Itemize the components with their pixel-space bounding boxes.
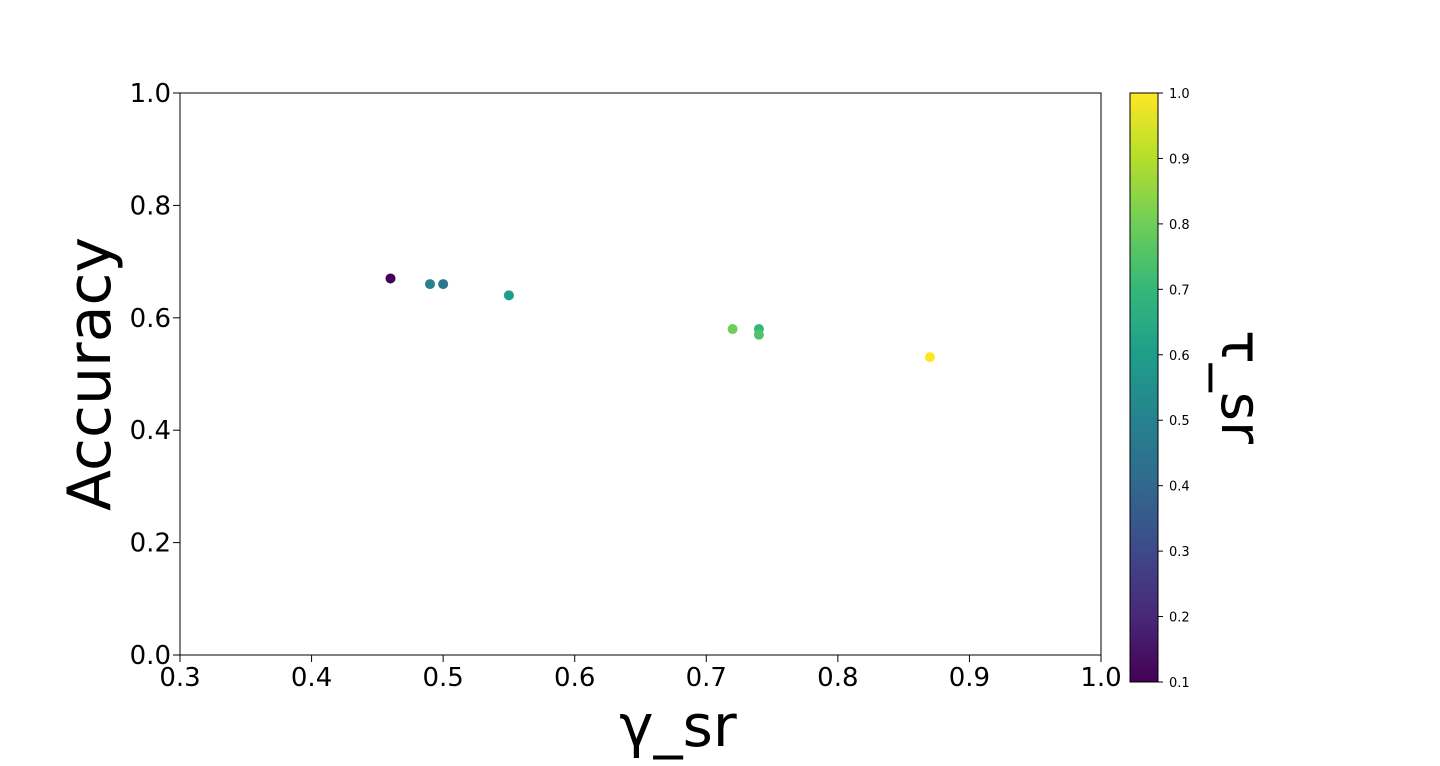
data-point — [727, 324, 738, 335]
colorbar-title: τ_sr — [1208, 330, 1273, 445]
colorbar-tick-label: 0.7 — [1169, 283, 1190, 298]
colorbar-tick-label: 0.6 — [1169, 349, 1190, 364]
colorbar-tick-label: 0.5 — [1169, 414, 1190, 429]
x-tick-label: 0.7 — [686, 663, 727, 693]
y-tick-label: 0.8 — [130, 191, 171, 221]
colorbar-ticks: 0.1 0.2 0.3 0.4 0.5 0.6 0.7 0.8 0.9 1.0 — [1158, 87, 1190, 691]
x-tick-label: 0.5 — [422, 663, 463, 693]
colorbar-tick-label: 0.9 — [1169, 152, 1190, 167]
data-point — [924, 352, 935, 363]
colorbar-tick-label: 0.3 — [1169, 545, 1190, 560]
y-tick-label: 0.2 — [130, 529, 171, 559]
x-tick-label: 0.9 — [949, 663, 990, 693]
x-tick-label: 1.0 — [1080, 663, 1121, 693]
y-axis-ticks: 0.0 0.2 0.4 0.6 0.8 1.0 — [130, 79, 180, 671]
x-tick-label: 0.3 — [159, 663, 200, 693]
y-axis-title: Accuracy — [55, 237, 125, 511]
data-point — [503, 290, 514, 301]
plot-frame — [179, 92, 1102, 656]
x-axis-title: γ_sr — [619, 692, 737, 760]
x-tick-label: 0.6 — [554, 663, 595, 693]
x-tick-label: 0.8 — [817, 663, 858, 693]
y-tick-label: 0.4 — [130, 416, 171, 446]
plot-area — [180, 93, 1101, 655]
y-tick-label: 0.6 — [130, 304, 171, 334]
x-axis-ticks: 0.3 0.4 0.5 0.6 0.7 0.8 0.9 1.0 — [159, 655, 1122, 693]
colorbar — [1129, 92, 1159, 683]
y-tick-label: 0.0 — [130, 641, 171, 671]
colorbar-tick-label: 0.8 — [1169, 218, 1190, 233]
data-point — [753, 329, 764, 340]
y-tick-label: 1.0 — [130, 79, 171, 109]
colorbar-tick-label: 0.4 — [1169, 480, 1190, 495]
colorbar-tick-label: 0.2 — [1169, 611, 1190, 626]
data-point — [385, 273, 396, 284]
colorbar-tick-label: 1.0 — [1169, 87, 1190, 102]
data-point — [424, 279, 435, 290]
data-points — [385, 273, 935, 363]
colorbar-tick-label: 0.1 — [1169, 676, 1190, 691]
x-tick-label: 0.4 — [291, 663, 332, 693]
data-point — [438, 279, 449, 290]
